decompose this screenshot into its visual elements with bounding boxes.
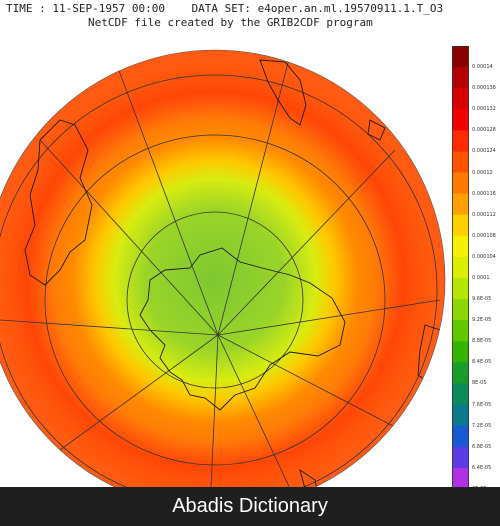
colorbar-tick-label: 0.000128 <box>472 127 496 134</box>
graticule <box>0 54 445 510</box>
colorbar-tick-label: 8.8E-05 <box>472 338 492 345</box>
colorbar-swatch <box>452 46 469 68</box>
colorbar-swatch <box>452 383 469 406</box>
colorbar-swatch <box>452 109 469 131</box>
colorbar-tick-label: 7.6E-05 <box>472 401 492 408</box>
island-coast <box>367 119 386 141</box>
colorbar-tick-label: 9.2E-05 <box>472 317 492 324</box>
colorbar-tick-label: 0.000138 <box>472 85 496 92</box>
colorbar-swatch <box>452 299 469 321</box>
colorbar-swatch <box>452 341 469 363</box>
latitude-circle-mid <box>44 134 386 466</box>
colorbar-swatch <box>452 151 469 174</box>
south-america-coast <box>24 119 93 286</box>
colorbar-tick-label: 0.000108 <box>472 232 496 239</box>
colorbar-tick-label: 0.000116 <box>472 190 496 197</box>
colorbar-tick-label: 0.000104 <box>472 253 496 260</box>
colorbar-tick-label: 6.4E-05 <box>472 464 492 471</box>
colorbar-labels: 0.00014 0.000138 0.000132 0.000128 0.000124 0… <box>472 46 500 510</box>
colorbar-tick-label: 0.00014 <box>472 64 493 71</box>
colorbar-swatch <box>452 88 469 110</box>
dataset-label: DATA SET: e4oper.an.ml.19570911.1.T_O3 <box>191 2 444 15</box>
colorbar-swatch <box>452 235 469 258</box>
africa-coast <box>259 59 307 126</box>
colorbar-swatch <box>452 67 469 89</box>
latitude-circle-inner <box>126 211 304 389</box>
colorbar-swatch <box>452 404 469 427</box>
time-label: TIME : 11-SEP-1957 00:00 <box>6 2 165 15</box>
antarctica-coast <box>139 247 346 411</box>
header-subtitle: NetCDF file created by the GRIB2CDF prog… <box>88 16 373 29</box>
colorbar-swatch <box>452 130 469 152</box>
footer-banner: Abadis Dictionary <box>0 487 500 526</box>
colorbar-swatch <box>452 214 469 237</box>
colorbar-tick-label: 0.0001 <box>472 275 490 281</box>
colorbar <box>452 46 469 510</box>
colorbar-tick-label: 6.8E-05 <box>472 443 492 450</box>
colorbar-swatch <box>452 278 469 300</box>
header-time-dataset: TIME : 11-SEP-1957 00:00 DATA SET: e4ope… <box>6 2 443 15</box>
colorbar-swatch <box>452 320 469 342</box>
ozone-high-band <box>0 50 445 510</box>
colorbar-tick-label: 0.00012 <box>472 169 493 176</box>
colorbar-tick-label: 8E-05 <box>472 380 487 387</box>
colorbar-swatch <box>452 446 469 469</box>
colorbar-swatch <box>452 256 469 279</box>
footer-label: Abadis Dictionary <box>172 495 328 517</box>
colorbar-tick-label: 0.000124 <box>472 148 496 155</box>
colorbar-swatch <box>452 193 469 216</box>
colorbar-swatch <box>452 362 469 384</box>
colorbar-tick-label: 8.4E-05 <box>472 359 492 366</box>
colorbar-tick-label: 0.000112 <box>472 211 496 218</box>
colorbar-tick-label: 0.000132 <box>472 106 496 113</box>
colorbar-tick-label: 7.2E-05 <box>472 422 492 429</box>
colorbar-tick-label: 9.6E-05 <box>472 296 492 303</box>
colorbar-swatch <box>452 172 469 195</box>
colorbar-swatch <box>452 467 469 490</box>
colorbar-swatch <box>452 425 469 448</box>
meridians <box>0 54 441 510</box>
